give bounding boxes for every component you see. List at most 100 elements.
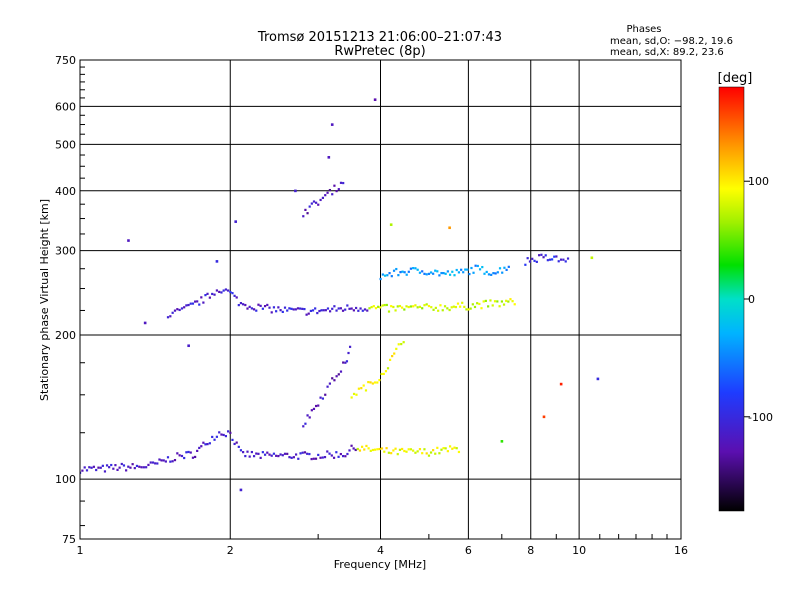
trace-point <box>540 253 543 256</box>
trace <box>524 253 570 266</box>
trace-point <box>438 452 441 455</box>
trace-point <box>330 454 333 457</box>
trace-point <box>490 273 493 276</box>
trace-point <box>425 452 428 455</box>
trace-point <box>418 305 422 308</box>
trace-point <box>204 294 207 297</box>
trace-point <box>444 272 447 275</box>
trace-point <box>384 370 388 373</box>
trace-point <box>457 450 461 454</box>
x-tick-label: 16 <box>674 544 688 557</box>
trace-point <box>390 452 393 455</box>
trace-point <box>466 268 469 271</box>
trace-point <box>452 305 455 308</box>
trace-point <box>360 387 363 390</box>
trace-point <box>310 409 313 412</box>
trace-point <box>344 455 347 458</box>
trace-point <box>158 458 161 461</box>
trace-point <box>308 416 311 419</box>
trace-point <box>131 463 134 466</box>
trace-point <box>386 367 390 370</box>
trace-point <box>511 300 514 303</box>
chart-title: Tromsø 20151213 21:06:00–21:07:43 <box>257 30 502 45</box>
trace-point <box>220 291 223 294</box>
trace-point <box>396 453 399 456</box>
trace <box>302 345 352 428</box>
trace-point <box>204 443 207 446</box>
trace-point <box>309 309 312 313</box>
scatter-point <box>143 321 147 325</box>
trace-point <box>385 303 388 307</box>
trace-point <box>498 305 501 308</box>
trace-point <box>496 271 499 274</box>
trace-point <box>348 449 351 452</box>
trace-point <box>326 307 330 310</box>
trace-point <box>292 308 295 311</box>
trace-point <box>294 308 297 311</box>
trace-point <box>275 310 278 313</box>
trace-point <box>500 300 504 303</box>
trace-point <box>365 444 368 448</box>
trace-point <box>492 272 495 275</box>
trace-point <box>290 456 293 459</box>
scatter-point <box>187 344 190 348</box>
trace-point <box>489 299 492 302</box>
trace-point <box>451 447 454 450</box>
trace-point <box>335 375 338 378</box>
trace-point <box>231 438 234 441</box>
trace-point <box>135 464 139 468</box>
trace-point <box>398 304 402 308</box>
trace-point <box>246 450 249 453</box>
trace-point <box>455 268 458 272</box>
trace-point <box>493 300 497 303</box>
trace-point <box>211 292 214 296</box>
trace-point <box>122 464 126 467</box>
trace-point <box>307 312 310 315</box>
trace-point <box>303 451 307 454</box>
trace-point <box>333 379 336 382</box>
trace-point <box>429 451 433 454</box>
trace-point <box>387 310 391 313</box>
trace-point <box>409 448 412 451</box>
trace-point <box>196 449 199 452</box>
trace-point <box>436 270 439 273</box>
trace-point <box>268 453 271 456</box>
trace-point <box>478 302 481 306</box>
trace-point <box>88 466 91 469</box>
trace-point <box>239 302 243 305</box>
trace-point <box>381 304 384 307</box>
trace-point <box>266 303 269 307</box>
trace-point <box>444 447 447 450</box>
trace-point <box>352 309 355 312</box>
trace-point <box>355 306 358 310</box>
scatter-point <box>389 223 393 226</box>
trace-point <box>178 454 181 457</box>
trace-point <box>432 272 435 275</box>
trace-point <box>363 448 366 451</box>
trace-point <box>324 194 327 197</box>
trace-point <box>268 306 271 309</box>
trace-point <box>363 308 367 311</box>
y-tick-label: 500 <box>55 138 76 151</box>
trace-point <box>465 308 468 311</box>
trace-point <box>446 450 449 453</box>
trace-point <box>308 205 311 208</box>
trace-point <box>90 466 93 469</box>
trace-point <box>381 273 384 276</box>
trace-point <box>281 310 284 314</box>
trace-point <box>202 441 205 444</box>
trace-point <box>337 307 340 310</box>
trace-point <box>187 450 190 454</box>
trace-point <box>468 272 471 276</box>
trace-point <box>125 469 128 472</box>
trace-point <box>259 304 262 307</box>
trace-point <box>222 433 225 437</box>
trace-point <box>326 450 329 453</box>
trace-point <box>346 452 349 456</box>
trace-point <box>103 470 107 473</box>
trace-point <box>414 267 417 270</box>
trace-point <box>224 288 228 291</box>
trace-point <box>378 447 381 451</box>
trace-point <box>301 451 304 454</box>
y-axis-label: Stationary phase Virtual Height [km] <box>38 199 51 401</box>
